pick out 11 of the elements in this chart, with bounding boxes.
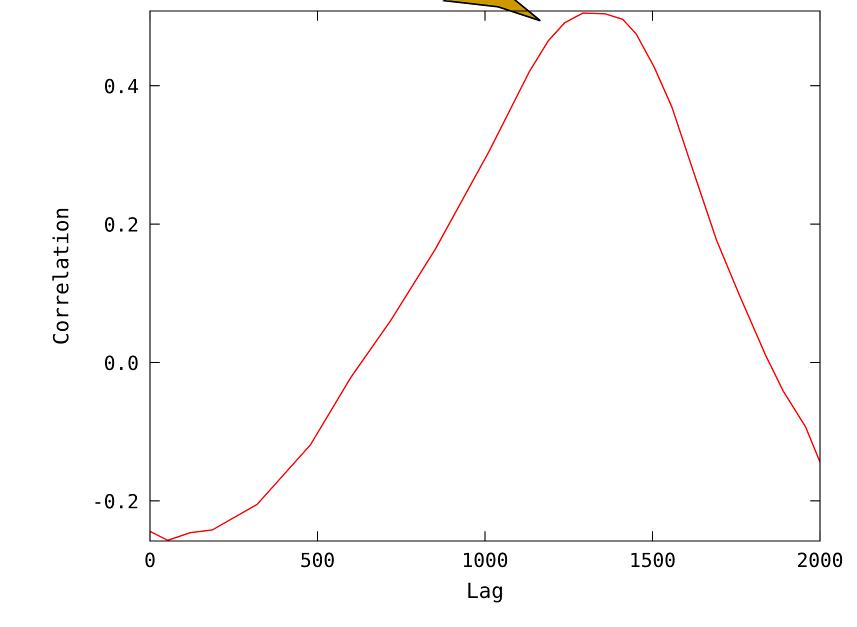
- y-tick-label: -0.2: [95, 494, 138, 509]
- x-tick-label: 1000: [464, 552, 508, 568]
- x-axis-title: Lag: [468, 582, 502, 602]
- y-tick-label: 0.0: [105, 355, 138, 370]
- x-tick-label: 2000: [798, 552, 842, 568]
- y-tick-label: 0.4: [105, 78, 138, 94]
- x-tick-label: 1500: [631, 552, 675, 568]
- y-tick-label: 0.2: [105, 217, 138, 232]
- y-axis-title: Correlation: [52, 208, 69, 344]
- x-tick-label: 500: [301, 552, 334, 568]
- x-tick-label: 0: [145, 552, 155, 568]
